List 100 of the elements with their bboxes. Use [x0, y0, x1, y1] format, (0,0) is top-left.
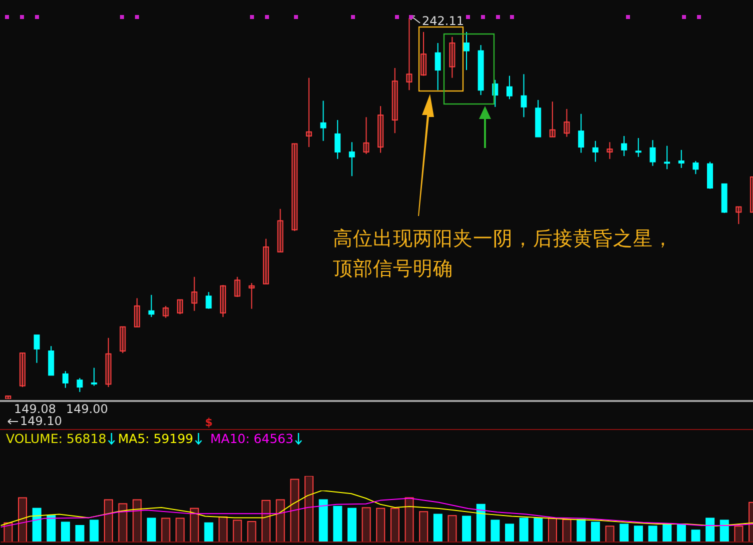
bar	[146, 518, 156, 542]
candlestick	[420, 31, 427, 76]
candlestick	[234, 276, 240, 298]
bar	[634, 526, 643, 542]
candlestick	[292, 143, 298, 232]
candlestick	[134, 298, 140, 328]
bar	[104, 499, 113, 542]
bar	[362, 507, 371, 542]
candlestick	[320, 100, 326, 142]
candlestick	[621, 135, 628, 157]
candlestick	[76, 378, 83, 392]
bar	[190, 508, 199, 542]
candlestick	[664, 145, 670, 170]
bar	[534, 518, 543, 542]
candlestick	[520, 74, 527, 118]
candlestick	[650, 140, 656, 166]
bar	[75, 525, 84, 542]
candlestick	[248, 282, 255, 310]
bar	[347, 508, 356, 542]
candlestick	[392, 68, 398, 134]
bar	[204, 522, 214, 542]
candlestick	[592, 140, 598, 162]
legend-label: VOLUME: 56818	[6, 431, 106, 446]
bar	[276, 499, 285, 542]
bar	[333, 506, 342, 542]
candlestick	[692, 160, 699, 175]
bar	[176, 518, 185, 542]
candlestick	[334, 120, 341, 160]
text: 149.08	[14, 402, 56, 416]
bar	[576, 519, 586, 542]
bar	[706, 518, 715, 542]
bar	[562, 519, 572, 542]
candlestick	[191, 276, 198, 312]
candlestick	[635, 138, 642, 158]
bar	[605, 526, 614, 542]
bar	[376, 508, 386, 542]
bar	[290, 478, 300, 542]
candlestick	[162, 305, 169, 318]
candlestick	[177, 299, 184, 315]
candlestick	[34, 334, 40, 364]
bar	[505, 524, 514, 542]
bar	[46, 515, 56, 542]
candlestick	[578, 113, 584, 154]
text: 149.10	[20, 414, 62, 428]
candlestick	[506, 75, 512, 100]
candlestick	[678, 149, 684, 168]
bar	[419, 511, 428, 542]
bar	[676, 524, 686, 542]
candlestick	[348, 142, 355, 177]
candlestick	[206, 292, 212, 310]
bar	[490, 520, 500, 542]
candlestick	[449, 36, 456, 78]
bar	[433, 514, 442, 542]
candlestick	[736, 206, 742, 225]
annotation: 242.11	[422, 14, 464, 28]
bar	[448, 515, 457, 542]
candlestick	[5, 396, 12, 399]
bar	[519, 518, 528, 542]
text: $	[205, 416, 213, 429]
bar	[691, 530, 700, 542]
bar	[648, 526, 658, 542]
candlestick	[606, 142, 613, 160]
bar	[734, 526, 744, 542]
candlestick	[277, 208, 284, 252]
candlestick	[19, 352, 26, 388]
text: MA10: 64563	[210, 431, 294, 446]
candlestick	[406, 18, 412, 91]
candlestick	[62, 370, 68, 388]
candlestick	[564, 108, 570, 138]
bar	[620, 524, 629, 542]
candlestick	[306, 77, 312, 148]
bar	[462, 516, 472, 542]
bar	[161, 518, 170, 542]
bar	[118, 503, 128, 542]
candlestick	[91, 367, 98, 386]
bar	[61, 522, 70, 542]
bar	[404, 497, 414, 542]
bar	[476, 504, 486, 542]
candlestick	[378, 106, 384, 154]
annotation: 高位出现两阳夹一阴，后接黄昏之星，顶部信号明确	[333, 226, 674, 282]
bar	[218, 516, 228, 542]
text: MA5: 59199	[118, 431, 194, 446]
bar	[232, 520, 242, 542]
bar	[304, 476, 314, 542]
bar	[132, 499, 142, 542]
text: 149.00	[66, 402, 108, 416]
candlestick	[363, 116, 370, 155]
bar	[247, 521, 256, 542]
bar	[262, 500, 271, 542]
candlestick	[120, 326, 126, 354]
bar	[32, 508, 42, 542]
bar	[18, 497, 28, 542]
candlestick	[262, 238, 269, 284]
candlestick	[105, 337, 112, 388]
bar	[720, 520, 729, 542]
candlestick	[549, 101, 556, 138]
bar	[590, 522, 600, 542]
candlestick	[148, 294, 154, 318]
bar	[90, 520, 99, 542]
bar	[390, 508, 400, 542]
